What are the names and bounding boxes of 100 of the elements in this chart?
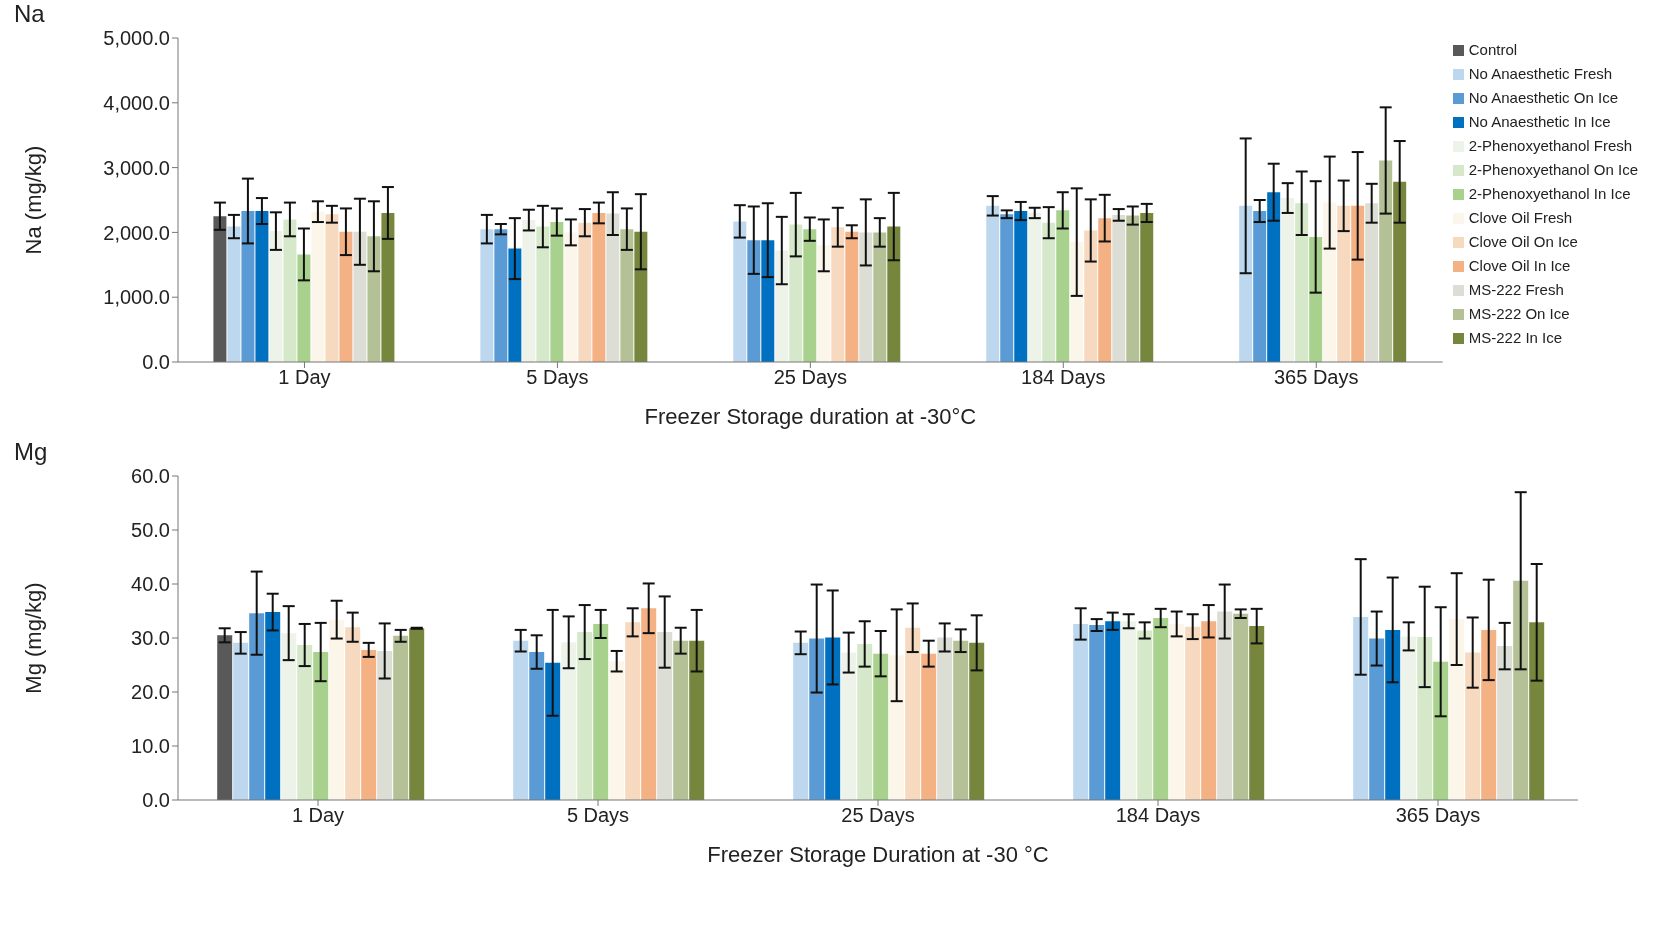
bar <box>1121 621 1137 800</box>
bar <box>1401 636 1417 800</box>
legend-label: No Anaesthetic Fresh <box>1468 64 1613 84</box>
bar <box>1249 626 1265 800</box>
bar <box>1295 203 1309 362</box>
bar <box>1385 629 1401 800</box>
y-tick-label: 50.0 <box>131 519 170 542</box>
bar <box>1070 242 1084 362</box>
bar <box>217 635 233 800</box>
bar <box>339 231 353 362</box>
bar <box>577 632 593 800</box>
x-tick-label: 5 Days <box>566 804 630 827</box>
bar <box>1028 212 1042 362</box>
legend-label: Clove Oil On Ice <box>1468 232 1578 252</box>
bar <box>1000 214 1014 362</box>
bar <box>1056 210 1070 362</box>
legend-label: 2-Phenoxyethanol In Ice <box>1468 184 1631 204</box>
bar <box>606 213 620 362</box>
x-tick-label: 365 Days <box>1274 366 1359 389</box>
bar <box>625 622 641 800</box>
y-tick-label: 40.0 <box>131 573 170 596</box>
bar <box>1417 636 1433 800</box>
bar <box>747 240 761 362</box>
bar <box>393 635 409 800</box>
y-tick-label: 10.0 <box>131 735 170 758</box>
bar <box>1153 618 1169 800</box>
bar <box>803 229 817 362</box>
bar <box>297 645 313 800</box>
bar <box>1337 205 1351 362</box>
chart-title: Mg <box>13 438 49 466</box>
bar <box>508 248 522 362</box>
bar <box>1098 218 1112 362</box>
bar <box>825 637 841 800</box>
legend-label: MS-222 In Ice <box>1468 328 1563 348</box>
y-tick-label: 0.0 <box>142 351 170 374</box>
bar <box>1365 203 1379 362</box>
bar <box>593 623 609 800</box>
bar <box>689 640 705 800</box>
bar <box>367 236 381 362</box>
bar <box>859 232 873 362</box>
x-tick-label: 25 Days <box>841 804 915 827</box>
y-axis-title: Mg (mg/kg) <box>20 582 46 694</box>
legend-label: Control <box>1468 40 1518 60</box>
bar <box>831 227 845 362</box>
bar <box>311 211 325 362</box>
y-tick-label: 2,000.0 <box>103 221 170 244</box>
x-tick-label: 184 Days <box>1021 366 1106 389</box>
bar <box>1084 230 1098 362</box>
x-tick-label: 1 Day <box>278 366 331 389</box>
bar <box>1513 580 1529 800</box>
bar <box>1042 222 1056 362</box>
bar <box>887 226 901 362</box>
bar <box>809 638 825 800</box>
y-tick-label: 5,000.0 <box>103 27 170 50</box>
bar <box>233 642 249 800</box>
bar <box>297 254 311 362</box>
bar <box>845 231 859 362</box>
y-tick-label: 1,000.0 <box>103 286 170 309</box>
legend-label: 2-Phenoxyethanol On Ice <box>1468 160 1638 180</box>
bar <box>1369 638 1385 800</box>
bar <box>1481 629 1497 800</box>
bar <box>1449 619 1465 800</box>
bar <box>353 231 367 362</box>
bar <box>1529 622 1545 800</box>
bar <box>345 627 361 800</box>
bar <box>561 642 577 800</box>
bar <box>578 222 592 362</box>
bar <box>480 229 494 362</box>
bar <box>241 211 255 362</box>
bar <box>921 653 937 800</box>
bar <box>1201 621 1217 800</box>
x-axis-title: Freezer Storage Duration at -30 °C <box>707 842 1049 867</box>
bar <box>1014 211 1028 362</box>
bar <box>953 640 969 800</box>
bar <box>227 226 241 362</box>
legend-label: No Anaesthetic In Ice <box>1468 112 1611 132</box>
y-tick-label: 4,000.0 <box>103 91 170 114</box>
bar <box>1089 625 1105 800</box>
bar <box>1379 160 1393 362</box>
bar <box>529 652 545 800</box>
bar <box>545 662 561 800</box>
bar <box>409 628 425 800</box>
bar <box>817 245 831 362</box>
bar <box>969 642 985 800</box>
chart-title: Na <box>13 0 46 28</box>
x-tick-label: 25 Days <box>773 366 848 389</box>
bar <box>281 633 297 800</box>
bar <box>1073 623 1089 800</box>
legend-label: 2-Phenoxyethanol Fresh <box>1468 136 1633 156</box>
y-tick-label: 30.0 <box>131 627 170 650</box>
bar <box>775 250 789 362</box>
bar <box>1281 198 1295 362</box>
bar <box>641 608 657 800</box>
bar <box>313 652 329 800</box>
bar <box>857 643 873 800</box>
bar <box>381 212 395 362</box>
bar <box>1353 616 1369 800</box>
bar <box>522 220 536 362</box>
x-tick-label: 5 Days <box>526 366 589 389</box>
bar <box>1126 215 1140 362</box>
